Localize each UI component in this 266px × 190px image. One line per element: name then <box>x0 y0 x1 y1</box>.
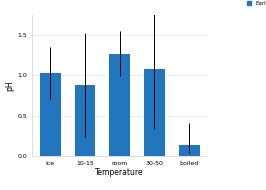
X-axis label: Temperature: Temperature <box>95 169 144 177</box>
Bar <box>179 145 200 156</box>
Legend: Earl: Earl <box>247 1 266 6</box>
Bar <box>109 54 130 156</box>
Bar <box>144 69 165 156</box>
Y-axis label: pH: pH <box>6 80 15 91</box>
Bar <box>40 73 61 156</box>
Bar <box>74 85 95 156</box>
